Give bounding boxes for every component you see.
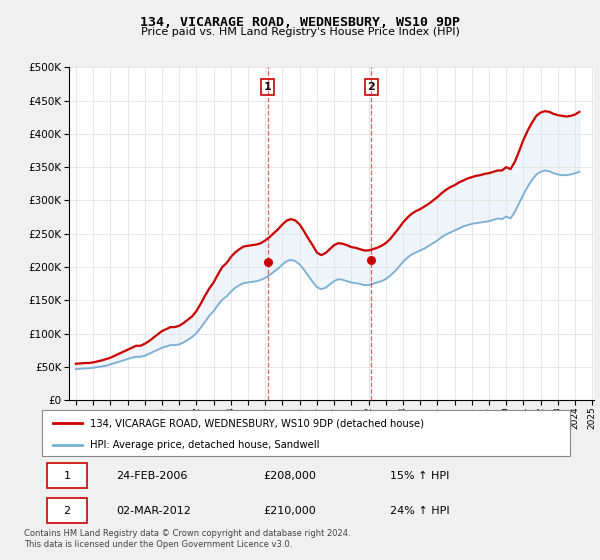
- Text: £208,000: £208,000: [264, 471, 317, 480]
- Text: 134, VICARAGE ROAD, WEDNESBURY, WS10 9DP (detached house): 134, VICARAGE ROAD, WEDNESBURY, WS10 9DP…: [89, 418, 424, 428]
- Text: Price paid vs. HM Land Registry's House Price Index (HPI): Price paid vs. HM Land Registry's House …: [140, 27, 460, 37]
- Text: 15% ↑ HPI: 15% ↑ HPI: [391, 471, 450, 480]
- Text: 2: 2: [368, 82, 376, 92]
- Point: [263, 257, 272, 266]
- Text: Contains HM Land Registry data © Crown copyright and database right 2024.
This d: Contains HM Land Registry data © Crown c…: [24, 529, 350, 549]
- Text: 1: 1: [64, 471, 71, 480]
- Text: 1: 1: [264, 82, 272, 92]
- Text: 134, VICARAGE ROAD, WEDNESBURY, WS10 9DP: 134, VICARAGE ROAD, WEDNESBURY, WS10 9DP: [140, 16, 460, 29]
- FancyBboxPatch shape: [47, 498, 87, 523]
- Text: 24% ↑ HPI: 24% ↑ HPI: [391, 506, 450, 516]
- Text: HPI: Average price, detached house, Sandwell: HPI: Average price, detached house, Sand…: [89, 440, 319, 450]
- Text: 24-FEB-2006: 24-FEB-2006: [116, 471, 187, 480]
- Point: [367, 256, 376, 265]
- FancyBboxPatch shape: [42, 410, 570, 456]
- Text: 2: 2: [64, 506, 71, 516]
- FancyBboxPatch shape: [47, 463, 87, 488]
- Text: £210,000: £210,000: [264, 506, 317, 516]
- Text: 02-MAR-2012: 02-MAR-2012: [116, 506, 191, 516]
